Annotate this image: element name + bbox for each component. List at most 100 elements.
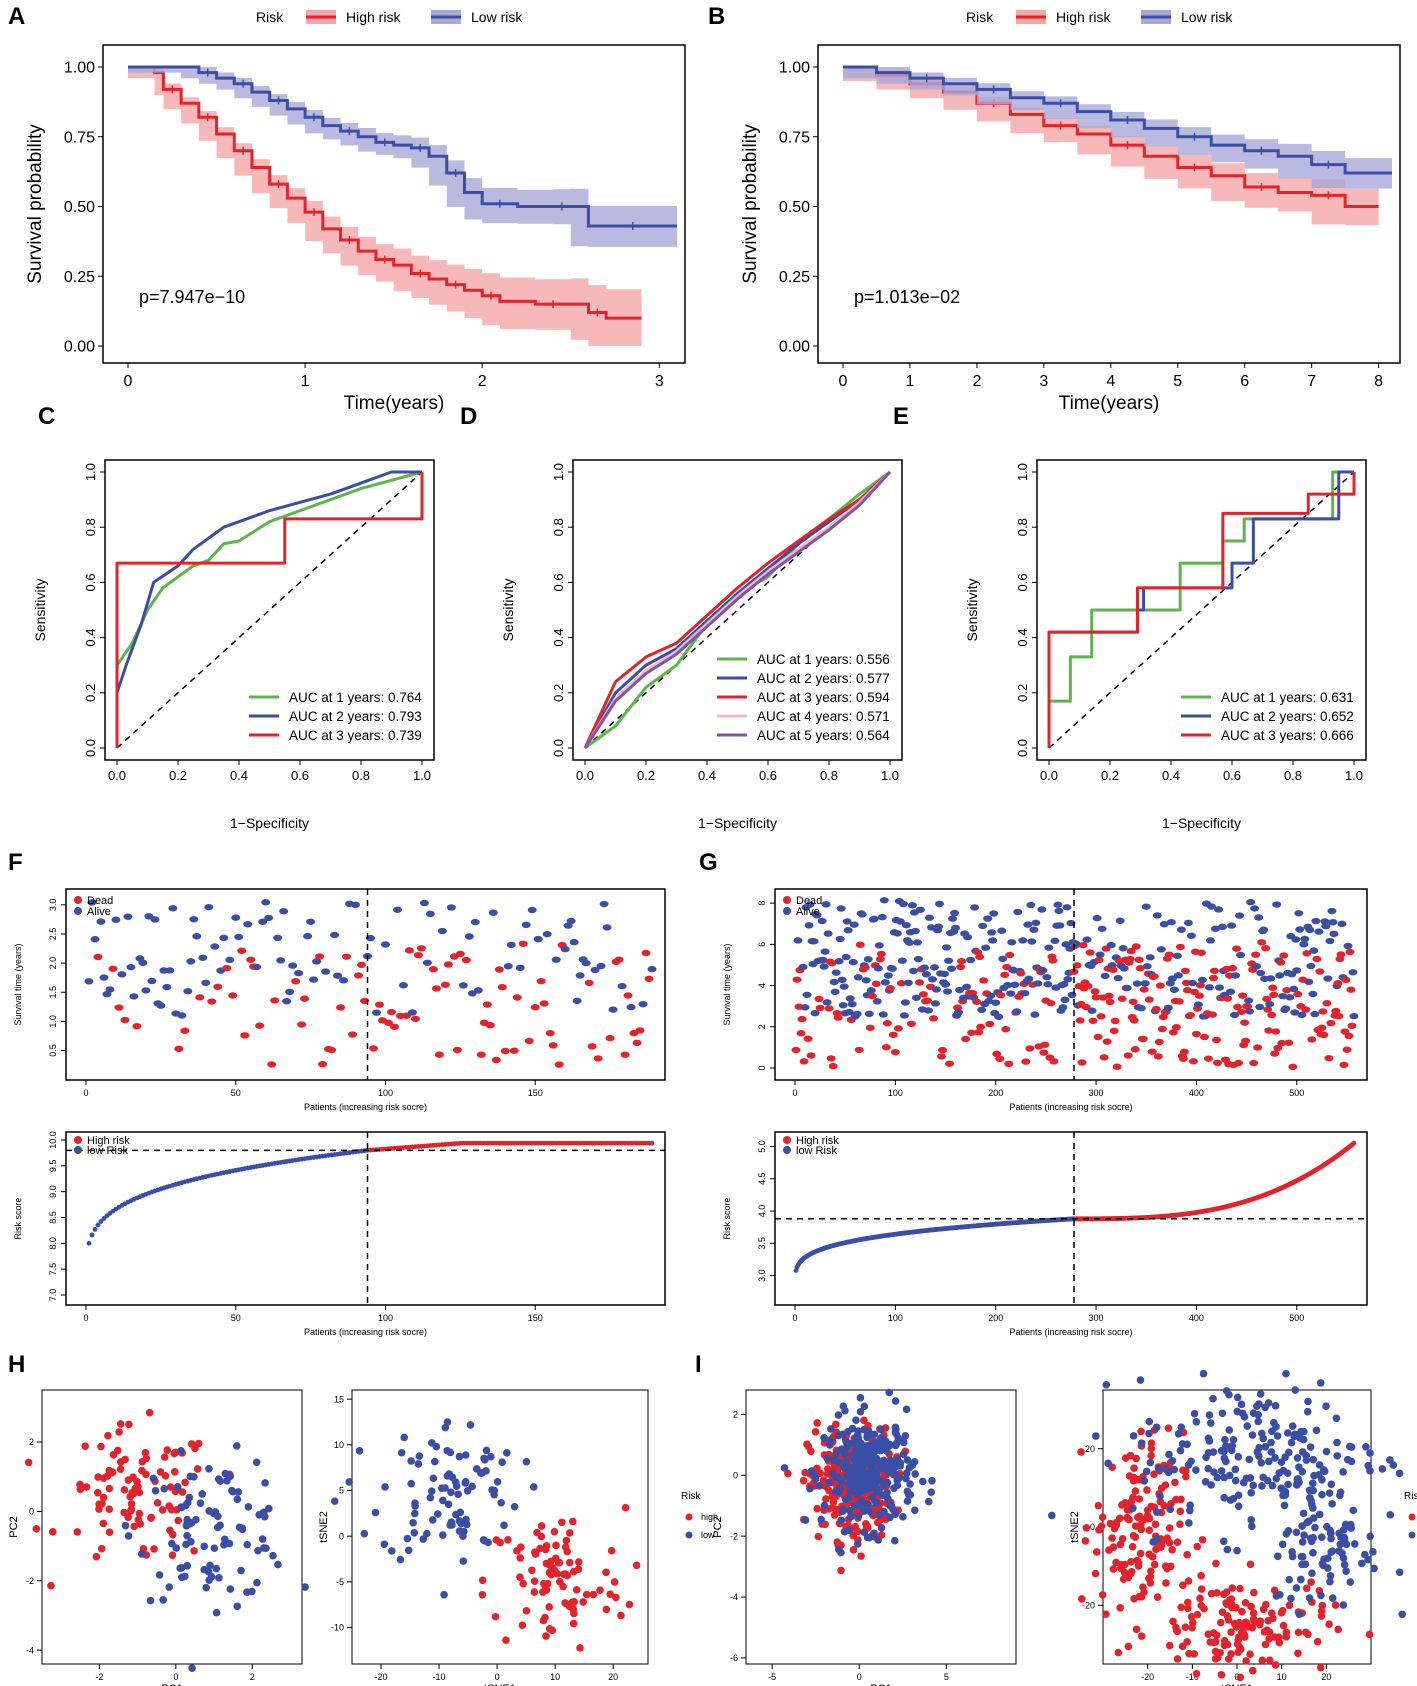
low-point [407, 1457, 415, 1465]
p-value: p=1.013e−02 [854, 287, 960, 307]
low-point [452, 1510, 460, 1519]
alive-point [1024, 975, 1034, 982]
dead-point [1182, 987, 1192, 994]
dead-point [1203, 1055, 1213, 1062]
high-point [170, 1468, 179, 1476]
low-point [1209, 1394, 1217, 1403]
high-point [1114, 1648, 1123, 1657]
dead-point [1264, 1027, 1274, 1034]
high-point [833, 1538, 842, 1546]
low-point [439, 1496, 447, 1505]
low-point [1292, 1528, 1301, 1537]
low-point [234, 1488, 243, 1496]
low-point [426, 1493, 435, 1502]
x-tick-label: 400 [1189, 1313, 1204, 1323]
low-point [1174, 1430, 1183, 1438]
low-point [1298, 1467, 1307, 1476]
low-point [1298, 1448, 1307, 1456]
alive-point [935, 900, 945, 908]
low-point [1298, 1552, 1307, 1561]
alive-point [838, 1002, 848, 1009]
y-tick-label: 0.0 [551, 739, 566, 757]
high-point [1259, 1605, 1268, 1614]
high-point [1168, 1546, 1176, 1554]
alive-point [105, 986, 115, 993]
low-point [1315, 1461, 1324, 1469]
alive-point [923, 1007, 933, 1014]
plot-frame [65, 1131, 666, 1306]
roc-curve-3 [1047, 472, 1356, 748]
low-point [487, 1452, 495, 1461]
alive-point [596, 962, 606, 970]
y-tick-label: 0.0 [83, 739, 98, 757]
dead-point [806, 1052, 816, 1059]
dead-point [814, 995, 824, 1003]
alive-point [533, 935, 543, 943]
alive-point [84, 978, 94, 985]
low-point [1201, 1477, 1210, 1486]
high-point [803, 1440, 811, 1449]
y-tick-label: 0.75 [779, 129, 810, 146]
dead-point [1331, 1007, 1341, 1015]
alive-point [1163, 1004, 1173, 1011]
dead-point [1195, 982, 1205, 989]
dead-point [885, 984, 895, 992]
low-point [482, 1467, 490, 1475]
low-point [899, 1437, 907, 1446]
y-tick-label: 0.2 [1015, 684, 1030, 702]
alive-point [464, 933, 474, 940]
dead-point [961, 1035, 971, 1043]
dead-point [1318, 1008, 1328, 1015]
alive-point [1295, 926, 1305, 933]
dead-point [1307, 1036, 1317, 1043]
alive-point [810, 1009, 820, 1017]
dead-point [1125, 955, 1135, 963]
panel-label-D: D [460, 403, 477, 430]
x-tick-label: 0.8 [352, 768, 370, 783]
high-point [530, 1588, 539, 1596]
dead-point [974, 1029, 984, 1036]
alive-point [1204, 984, 1214, 991]
high-point [539, 1579, 548, 1588]
low-point [180, 1572, 189, 1581]
low-point [1302, 1456, 1311, 1464]
high-point [1249, 1609, 1258, 1617]
dead-point [1342, 1046, 1352, 1053]
low-point [1278, 1540, 1287, 1549]
dead-point [494, 966, 504, 973]
alive-point [294, 969, 304, 977]
dead-point [1157, 1025, 1167, 1033]
high-point [1129, 1473, 1138, 1482]
plot-frame [817, 44, 1401, 364]
x-tick-label: 100 [378, 1088, 393, 1098]
high-point [874, 1518, 882, 1527]
low-point [1309, 1486, 1318, 1495]
alive-point [1027, 938, 1037, 945]
legend-label: AUC at 2 years: 0.652 [1221, 709, 1354, 724]
dead-point [644, 975, 654, 983]
alive-point [177, 1012, 187, 1019]
alive-point [138, 959, 148, 966]
plot-frame [102, 44, 686, 364]
low-point [836, 1486, 844, 1494]
low-point [407, 1479, 415, 1488]
x-tick-label: 200 [988, 1088, 1003, 1098]
dead-point [255, 1022, 265, 1029]
alive-point [913, 955, 923, 963]
alive-point [129, 993, 139, 1000]
low-point [244, 1503, 253, 1511]
low-point [1234, 1502, 1243, 1511]
alive-point [1042, 973, 1052, 981]
alive-point [1122, 984, 1132, 992]
low-risk-point [86, 1240, 92, 1246]
alive-point [944, 957, 954, 964]
dead-point [497, 983, 507, 991]
alive-point [1067, 991, 1077, 999]
high-point [1102, 1610, 1110, 1618]
low-point [1343, 1522, 1351, 1530]
low-point [1335, 1529, 1343, 1538]
high-point [1108, 1534, 1116, 1542]
panel-label-H: H [8, 1351, 25, 1378]
dead-point [945, 1060, 955, 1067]
x-tick-label: 100 [888, 1088, 903, 1098]
